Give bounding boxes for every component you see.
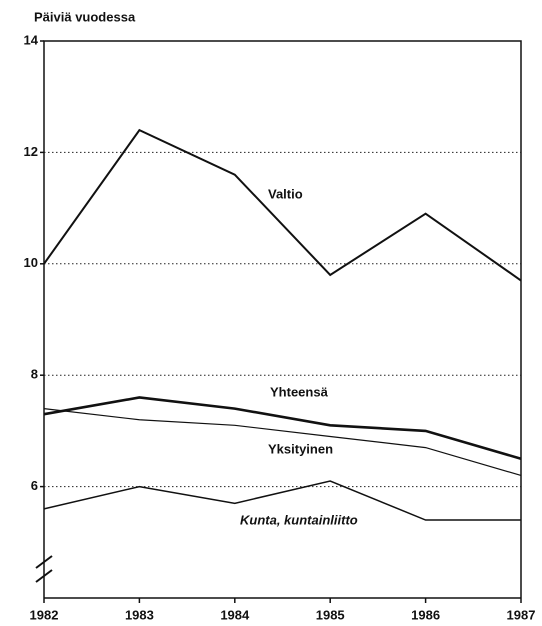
series-label: Yksityinen <box>268 441 333 456</box>
y-tick-label: 6 <box>31 478 38 493</box>
series-line <box>43 408 522 477</box>
y-axis-title: Päiviä vuodessa <box>34 9 136 24</box>
series-line <box>43 396 522 460</box>
x-tick-label: 1986 <box>411 607 440 622</box>
x-tick-label: 1983 <box>125 607 154 622</box>
y-tick-label: 12 <box>24 144 38 159</box>
x-tick-label: 1982 <box>30 607 59 622</box>
plot-frame <box>43 40 522 598</box>
series-label: Yhteensä <box>270 384 329 399</box>
x-tick-label: 1985 <box>316 607 345 622</box>
series-label: Valtio <box>268 186 303 201</box>
y-tick-label: 8 <box>31 367 38 382</box>
series-line <box>43 128 522 282</box>
series-line <box>43 480 521 521</box>
y-tick-label: 14 <box>24 32 39 47</box>
y-tick-label: 10 <box>24 255 38 270</box>
x-tick-label: 1987 <box>507 607 536 622</box>
x-tick-label: 1984 <box>220 607 250 622</box>
series-label: Kunta, kuntainliitto <box>240 512 358 527</box>
